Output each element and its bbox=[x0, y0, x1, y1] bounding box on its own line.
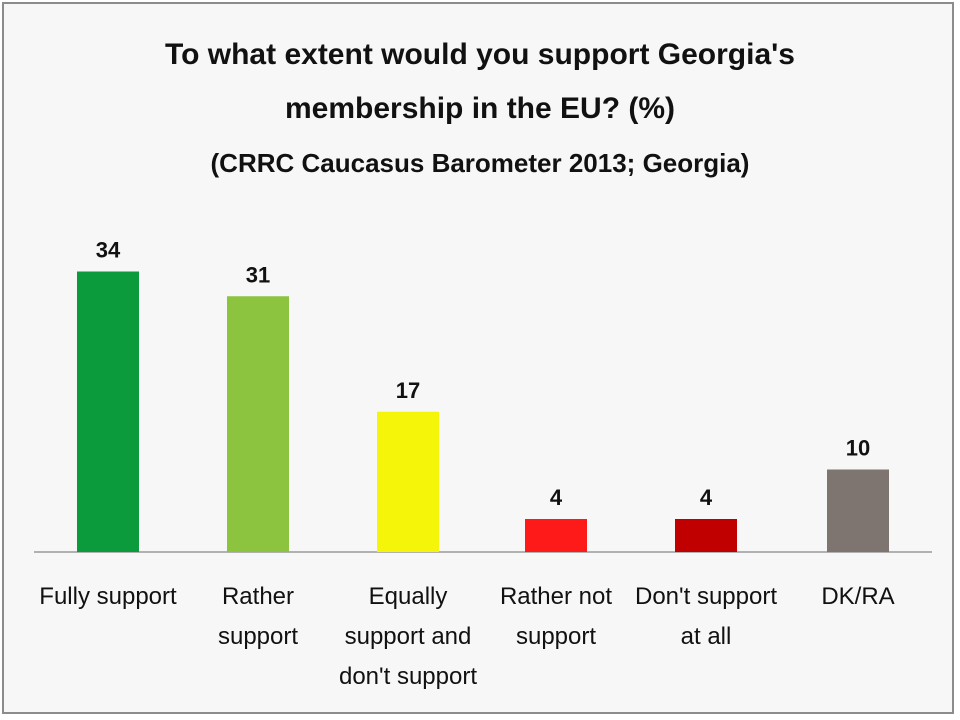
category-label: Fully support bbox=[39, 583, 177, 610]
category-label: at all bbox=[681, 623, 732, 650]
data-label: 34 bbox=[96, 238, 121, 263]
category-label: DK/RA bbox=[821, 583, 894, 610]
chart-title-line-2: membership in the EU? (%) bbox=[284, 92, 676, 125]
bar bbox=[675, 519, 737, 552]
data-label: 10 bbox=[846, 436, 870, 461]
data-label: 17 bbox=[396, 378, 420, 403]
bar bbox=[377, 411, 439, 552]
bar bbox=[77, 271, 139, 552]
category-label: Equally bbox=[369, 583, 448, 610]
data-label: 31 bbox=[246, 262, 270, 287]
chart-subtitle: (CRRC Caucasus Barometer 2013; Georgia) bbox=[210, 148, 750, 178]
bar bbox=[227, 296, 289, 552]
data-label: 4 bbox=[550, 485, 563, 510]
category-label: support bbox=[218, 623, 298, 650]
data-label: 4 bbox=[700, 485, 713, 510]
category-label: don't support bbox=[339, 663, 477, 690]
category-label: support and bbox=[345, 623, 472, 650]
bar bbox=[525, 519, 587, 552]
category-label: support bbox=[516, 623, 596, 650]
chart-title-line-1: To what extent would you support Georgia… bbox=[165, 38, 795, 71]
category-label: Rather not bbox=[500, 583, 612, 610]
category-label: Don't support bbox=[635, 583, 777, 610]
category-label: Rather bbox=[222, 583, 294, 610]
bar bbox=[827, 469, 889, 552]
